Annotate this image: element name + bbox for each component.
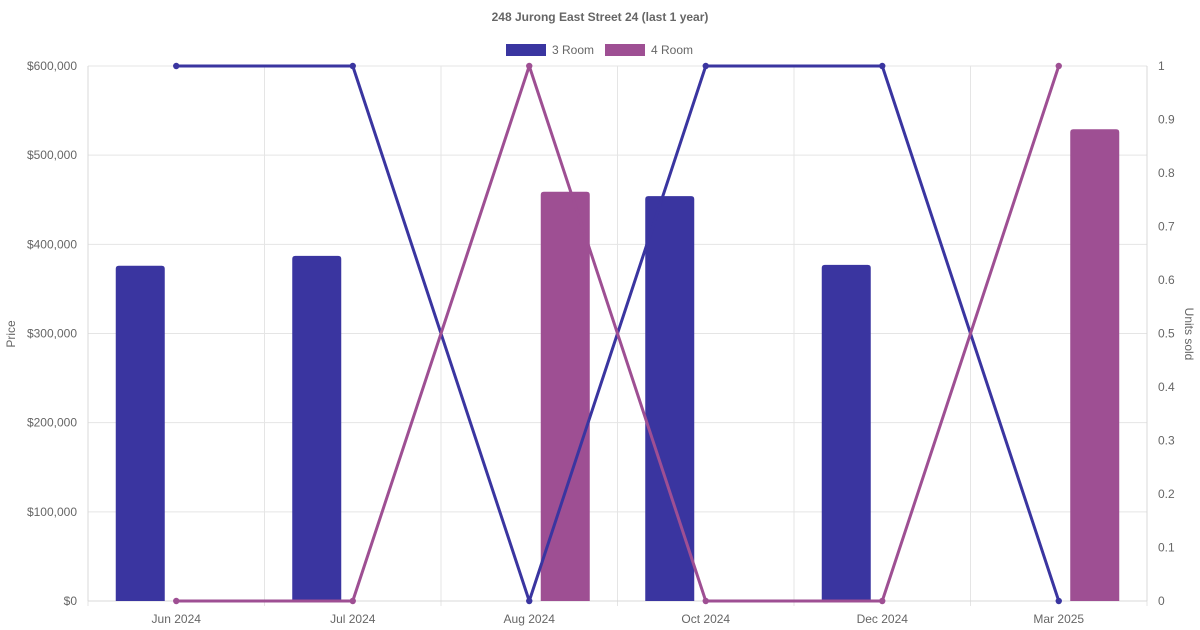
right-tick-label: 0.1 [1158, 541, 1175, 555]
point-4-room[interactable] [879, 597, 886, 605]
x-tick-label: Oct 2024 [681, 612, 730, 626]
right-tick-label: 0.9 [1158, 113, 1175, 127]
point-4-room[interactable] [349, 597, 356, 605]
right-tick-label: 0.3 [1158, 434, 1175, 448]
bar-4-room[interactable] [1070, 129, 1120, 601]
x-tick-label: Jul 2024 [330, 612, 376, 626]
left-tick-label: $400,000 [27, 237, 77, 251]
left-tick-label: $300,000 [27, 327, 77, 341]
left-tick-label: $200,000 [27, 416, 77, 430]
point-3-room[interactable] [173, 62, 180, 70]
x-tick-label: Mar 2025 [1033, 612, 1084, 626]
right-axis-ticks: 0 0.1 0.2 0.3 0.4 0.5 0.6 0.7 0.8 0.9 1 [1158, 59, 1175, 608]
legend-item-4-room[interactable]: 4 Room [605, 43, 693, 57]
right-tick-label: 1 [1158, 59, 1165, 73]
point-3-room[interactable] [526, 597, 533, 605]
bar-3-room[interactable] [115, 265, 165, 601]
point-4-room[interactable] [173, 597, 180, 605]
line-4-room [176, 64, 1061, 603]
right-axis-title: Units sold [1182, 308, 1196, 361]
left-tick-label: $600,000 [27, 59, 77, 73]
point-4-room[interactable] [702, 597, 709, 605]
point-3-room[interactable] [702, 62, 709, 70]
point-3-room[interactable] [1055, 597, 1062, 605]
right-tick-label: 0.4 [1158, 380, 1175, 394]
right-tick-label: 0.8 [1158, 166, 1175, 180]
left-axis-title: Price [4, 320, 18, 348]
bar-3-room[interactable] [292, 255, 342, 602]
legend-label: 4 Room [651, 43, 693, 57]
legend-label: 3 Room [552, 43, 594, 57]
point-3-room[interactable] [349, 62, 356, 70]
left-tick-label: $0 [64, 594, 78, 608]
x-tick-label: Dec 2024 [857, 612, 909, 626]
right-tick-label: 0.5 [1158, 327, 1175, 341]
x-axis-ticks: Jun 2024 Jul 2024 Aug 2024 Oct 2024 Dec 2024… [152, 612, 1085, 626]
right-tick-label: 0.2 [1158, 487, 1175, 501]
point-4-room[interactable] [1055, 62, 1062, 70]
right-tick-label: 0.7 [1158, 220, 1175, 234]
x-tick-label: Jun 2024 [152, 612, 202, 626]
legend-swatch [605, 44, 645, 56]
left-tick-label: $100,000 [27, 505, 77, 519]
left-axis-ticks: $0 $100,000 $200,000 $300,000 $400,000 $500,0… [27, 59, 77, 608]
chart-title: 248 Jurong East Street 24 (last 1 year) [492, 10, 709, 24]
left-tick-label: $500,000 [27, 148, 77, 162]
point-3-room[interactable] [879, 62, 886, 70]
right-tick-label: 0 [1158, 594, 1165, 608]
bar-3-room[interactable] [645, 196, 695, 601]
bar-3-room[interactable] [821, 264, 871, 601]
point-4-room[interactable] [526, 62, 533, 70]
bars [115, 129, 1120, 602]
x-tick-label: Aug 2024 [504, 612, 556, 626]
right-tick-label: 0.6 [1158, 273, 1175, 287]
legend-item-3-room[interactable]: 3 Room [506, 43, 594, 57]
lines [173, 62, 1062, 605]
bar-4-room[interactable] [540, 191, 590, 601]
legend[interactable]: 3 Room 4 Room [506, 43, 693, 57]
legend-swatch [506, 44, 546, 56]
